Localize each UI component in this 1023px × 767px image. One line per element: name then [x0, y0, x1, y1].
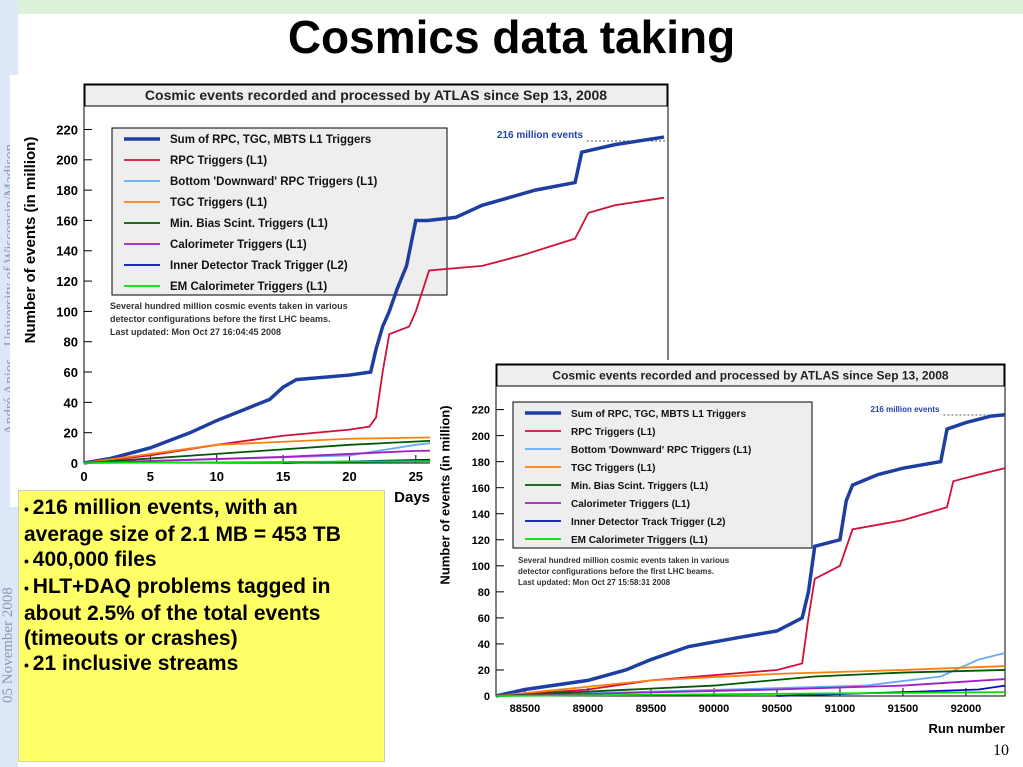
y-axis-title: Number of events (in million)	[22, 137, 39, 344]
note: Several hundred million cosmic events ta…	[110, 301, 348, 311]
annotation: 216 million events	[497, 130, 584, 141]
y-tick-label: 220	[56, 122, 78, 137]
legend-label: Inner Detector Track Trigger (L2)	[571, 517, 726, 528]
y-tick-label: 200	[56, 153, 78, 168]
y-tick-label: 0	[71, 456, 78, 471]
series-line	[495, 678, 1006, 697]
legend-label: RPC Triggers (L1)	[571, 427, 655, 438]
chart-runs: Cosmic events recorded and processed by …	[430, 360, 1023, 746]
series-line	[495, 413, 1006, 698]
bullet: 21 inclusive streams	[24, 651, 379, 678]
note: Several hundred million cosmic events ta…	[518, 556, 730, 565]
y-tick-label: 220	[472, 405, 490, 417]
y-tick-label: 20	[64, 426, 78, 441]
x-tick-label: 89000	[573, 703, 604, 715]
x-tick-label: 5	[147, 469, 154, 484]
note: Last updated: Mon Oct 27 16:04:45 2008	[110, 327, 281, 337]
y-tick-label: 0	[484, 691, 490, 703]
y-tick-label: 140	[56, 244, 78, 259]
y-tick-label: 60	[64, 365, 78, 380]
bullet: 216 million events, with an average size…	[24, 495, 379, 547]
legend-label: Calorimeter Triggers (L1)	[170, 239, 307, 251]
series-line	[495, 691, 1006, 697]
legend-label: Sum of RPC, TGC, MBTS L1 Triggers	[170, 134, 371, 146]
y-tick-label: 120	[472, 535, 490, 547]
x-tick-label: 88500	[510, 703, 541, 715]
series-line	[83, 196, 665, 464]
annotation: 216 million events	[871, 405, 940, 414]
series-line	[495, 652, 1006, 697]
x-tick-label: 25	[409, 469, 423, 484]
y-tick-label: 80	[478, 587, 490, 599]
legend-label: EM Calorimeter Triggers (L1)	[571, 535, 708, 546]
y-tick-label: 40	[64, 395, 78, 410]
legend-label: Bottom 'Downward' RPC Triggers (L1)	[571, 445, 751, 456]
note: detector configurations before the first…	[518, 567, 714, 576]
y-tick-label: 180	[56, 183, 78, 198]
y-tick-label: 20	[478, 665, 490, 677]
bullet-box: 216 million events, with an average size…	[18, 490, 385, 762]
legend-label: Min. Bias Scint. Triggers (L1)	[571, 481, 708, 492]
x-tick-label: 89500	[636, 703, 667, 715]
legend-label: Inner Detector Track Trigger (L2)	[170, 260, 348, 272]
series-line	[83, 135, 665, 465]
y-tick-label: 80	[64, 335, 78, 350]
x-tick-label: 90000	[699, 703, 730, 715]
legend-label: Bottom 'Downward' RPC Triggers (L1)	[170, 176, 378, 188]
x-tick-label: 91500	[888, 703, 919, 715]
legend-label: Calorimeter Triggers (L1)	[571, 499, 690, 510]
note: Last updated: Mon Oct 27 15:58:31 2008	[518, 578, 671, 587]
y-tick-label: 100	[56, 304, 78, 319]
legend-box	[512, 401, 813, 549]
chart-title: Cosmic events recorded and processed by …	[552, 368, 948, 382]
x-tick-label: 91000	[825, 703, 856, 715]
note: detector configurations before the first…	[110, 314, 331, 324]
y-tick-label: 180	[472, 457, 490, 469]
legend-label: TGC Triggers (L1)	[571, 463, 655, 474]
chart-title: Cosmic events recorded and processed by …	[145, 87, 607, 103]
y-tick-label: 100	[472, 561, 490, 573]
x-axis-title: Days	[394, 489, 430, 506]
y-axis-title: Number of events (in million)	[437, 405, 452, 584]
y-tick-label: 160	[472, 483, 490, 495]
sidebar-date: 05 November 2008	[0, 587, 16, 703]
y-tick-label: 120	[56, 274, 78, 289]
x-tick-label: 20	[342, 469, 356, 484]
top-stripe	[0, 0, 1023, 14]
x-tick-label: 10	[209, 469, 223, 484]
y-tick-label: 60	[478, 613, 490, 625]
x-tick-label: 90500	[762, 703, 793, 715]
x-tick-label: 15	[276, 469, 290, 484]
bullet: 400,000 files	[24, 547, 379, 574]
slide-title: Cosmics data taking	[287, 11, 736, 63]
x-tick-label: 92000	[951, 703, 982, 715]
y-tick-label: 140	[472, 509, 490, 521]
legend-label: Min. Bias Scint. Triggers (L1)	[170, 218, 328, 230]
y-tick-label: 200	[472, 431, 490, 443]
series-line	[495, 665, 1006, 697]
legend-label: RPC Triggers (L1)	[170, 155, 267, 167]
x-tick-label: 0	[80, 469, 87, 484]
y-tick-label: 160	[56, 213, 78, 228]
title-box	[84, 84, 668, 107]
page-number: 10	[993, 742, 1009, 759]
legend-label: TGC Triggers (L1)	[170, 197, 267, 209]
x-axis-title: Run number	[928, 721, 1005, 736]
y-tick-label: 40	[478, 639, 490, 651]
bullet: HLT+DAQ problems tagged in about 2.5% of…	[24, 574, 379, 651]
title-box	[496, 364, 1005, 387]
series-line	[495, 669, 1006, 697]
legend-label: Sum of RPC, TGC, MBTS L1 Triggers	[571, 409, 746, 420]
legend-box	[111, 127, 448, 296]
legend-label: EM Calorimeter Triggers (L1)	[170, 281, 327, 293]
